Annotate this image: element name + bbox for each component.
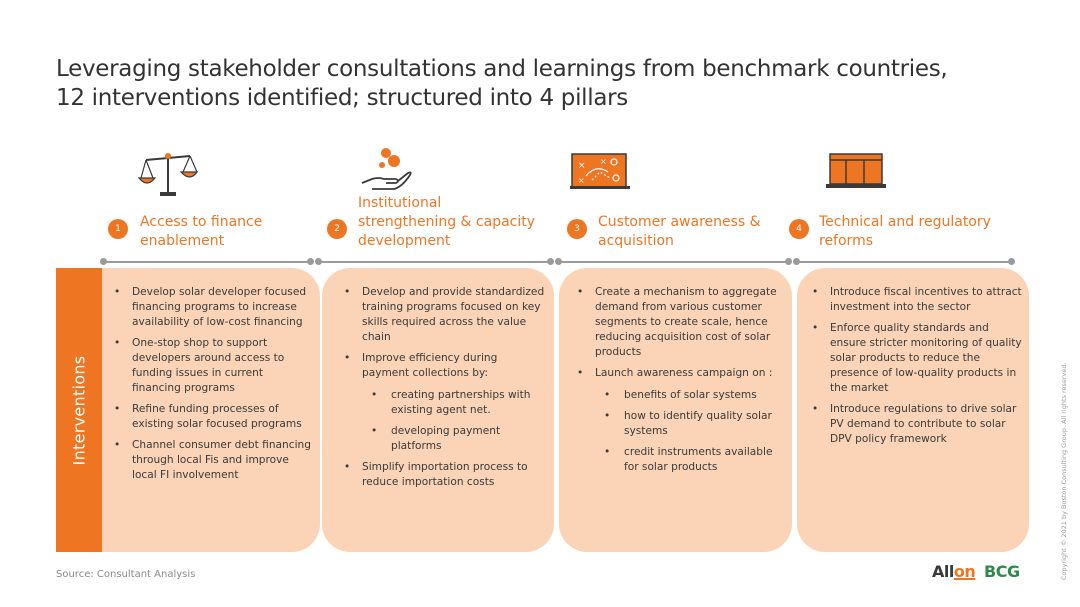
intervention-item: Introduce fiscal incentives to attract i… xyxy=(808,285,1026,315)
intervention-item: Launch awareness campaign on : benefits … xyxy=(573,366,783,475)
intervention-subitem: credit instruments available for solar p… xyxy=(595,445,783,475)
intervention-item: Improve efficiency during payment collec… xyxy=(340,351,545,454)
intervention-item: Create a mechanism to aggregate demand f… xyxy=(573,285,783,360)
building-icon xyxy=(826,153,886,188)
pillar-2-label-line: development xyxy=(358,233,451,249)
interventions-label: Interventions xyxy=(69,355,89,465)
intervention-sublist: benefits of solar systems how to identif… xyxy=(595,388,783,475)
title-line-2: 12 interventions identified; structured … xyxy=(56,85,628,111)
timeline-dot xyxy=(785,258,792,265)
svg-text:×: × xyxy=(578,161,586,171)
interventions-label-wrap: Interventions xyxy=(56,268,102,552)
pillar-4-label-line: reforms xyxy=(819,233,873,249)
title-line-1: Leveraging stakeholder consultations and… xyxy=(56,56,948,82)
pillar-1-interventions: Develop solar developer focused financin… xyxy=(110,285,315,489)
pillar-2-label: Institutional strengthening & capacity d… xyxy=(358,194,535,251)
intervention-item: Develop and provide standardized trainin… xyxy=(340,285,545,345)
intervention-subitem: benefits of solar systems xyxy=(595,388,783,403)
timeline-dot xyxy=(1008,258,1015,265)
pillar-3-label: Customer awareness & acquisition xyxy=(598,213,761,251)
intervention-subitem: creating partnerships with existing agen… xyxy=(362,388,545,418)
intervention-item: Develop solar developer focused financin… xyxy=(110,285,315,330)
intervention-item: Refine funding processes of existing sol… xyxy=(110,402,315,432)
intervention-item: Simplify importation process to reduce i… xyxy=(340,460,545,490)
strategy-board-icon: × × × xyxy=(570,153,630,189)
pillar-3-label-line: Customer awareness & xyxy=(598,214,761,230)
pillar-4-label-line: Technical and regulatory xyxy=(819,214,991,230)
hand-growth-icon xyxy=(361,148,412,190)
pillar-4-interventions: Introduce fiscal incentives to attract i… xyxy=(808,285,1026,453)
bcg-logo: BCG xyxy=(984,562,1020,581)
scales-icon xyxy=(138,153,198,196)
pillar-3-label-line: acquisition xyxy=(598,233,674,249)
intervention-item: One-stop shop to support developers arou… xyxy=(110,336,315,396)
intervention-text: Create a mechanism to aggregate demand f… xyxy=(595,286,777,358)
intervention-sublist: creating partnerships with existing agen… xyxy=(362,388,545,454)
pillar-2-label-line: strengthening & capacity xyxy=(358,214,536,230)
pillar-1-label-line: enablement xyxy=(140,233,225,249)
timeline-dot xyxy=(793,258,800,265)
allon-logo-part: on xyxy=(953,562,976,581)
pillar-1-label-line: Access to finance xyxy=(140,214,263,230)
pillar-4-number: 4 xyxy=(789,219,809,239)
page-title: Leveraging stakeholder consultations and… xyxy=(56,55,1036,113)
timeline-dot xyxy=(555,258,562,265)
source-note: Source: Consultant Analysis xyxy=(56,569,196,580)
pillar-2-number: 2 xyxy=(327,219,347,239)
intervention-subitem: how to identify quality solar systems xyxy=(595,409,783,439)
pillar-2-interventions: Develop and provide standardized trainin… xyxy=(340,285,545,496)
pillar-1-number: 1 xyxy=(108,219,128,239)
intervention-item: Enforce quality standards and ensure str… xyxy=(808,321,1026,396)
timeline-dot xyxy=(547,258,554,265)
svg-text:×: × xyxy=(578,176,585,185)
timeline-dot xyxy=(307,258,314,265)
timeline-dot xyxy=(315,258,322,265)
intervention-item: Introduce regulations to drive solar PV … xyxy=(808,402,1026,447)
svg-text:×: × xyxy=(600,157,607,166)
allon-logo-part: All xyxy=(932,562,954,581)
timeline-dot xyxy=(100,258,107,265)
pillar-1-label: Access to finance enablement xyxy=(140,213,262,251)
pillar-2-label-line: Institutional xyxy=(358,195,442,211)
pillar-3-interventions: Create a mechanism to aggregate demand f… xyxy=(573,285,783,481)
pillar-timeline xyxy=(100,258,1020,266)
intervention-subitem: developing payment platforms xyxy=(362,424,545,454)
allon-logo: Allon xyxy=(932,562,976,581)
intervention-text: Simplify importation process to reduce i… xyxy=(362,461,528,488)
copyright-note: Copyright © 2021 by Boston Consulting Gr… xyxy=(1060,362,1068,580)
pillar-3-number: 3 xyxy=(567,219,587,239)
intervention-text: Improve efficiency during payment collec… xyxy=(362,352,498,379)
interventions-bar xyxy=(56,268,102,552)
intervention-text: Develop and provide standardized trainin… xyxy=(362,286,545,343)
intervention-item: Channel consumer debt financing through … xyxy=(110,438,315,483)
pillar-4-label: Technical and regulatory reforms xyxy=(819,213,991,251)
intervention-text: Launch awareness campaign on : xyxy=(595,367,773,379)
